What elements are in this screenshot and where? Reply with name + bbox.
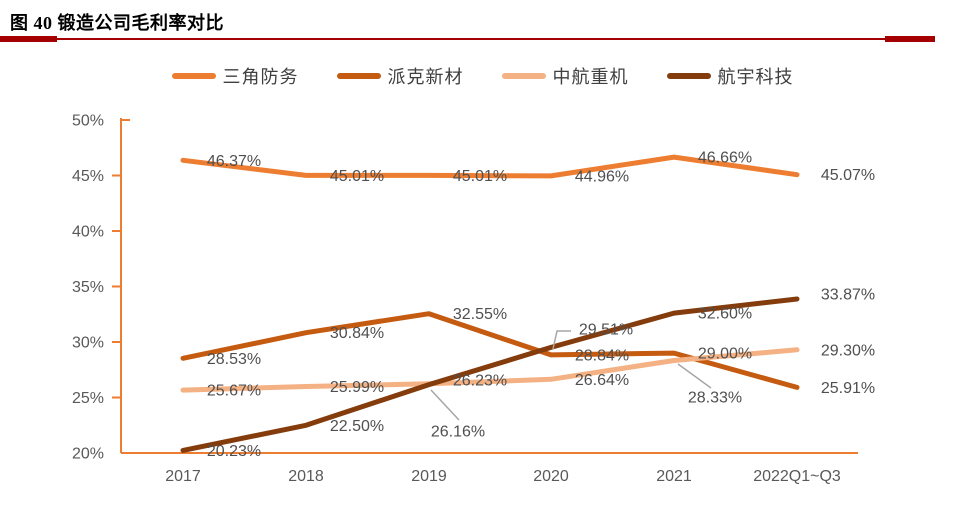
x-axis-tick-label: 2022Q1~Q3 bbox=[753, 468, 841, 485]
chart-legend: 三角防务 派克新材 中航重机 航宇科技 bbox=[0, 61, 965, 91]
data-label-0-4: 46.66% bbox=[698, 150, 752, 167]
data-label-3-4: 32.60% bbox=[698, 306, 752, 323]
legend-item-sanjiaofangwu: 三角防务 bbox=[171, 63, 299, 89]
y-axis-tick-label: 20% bbox=[72, 446, 104, 463]
legend-swatch-paikexincai-icon bbox=[336, 73, 381, 79]
data-label-3-1: 22.50% bbox=[330, 418, 384, 435]
data-label-1-2: 32.55% bbox=[453, 306, 507, 323]
title-rule bbox=[0, 36, 935, 42]
label-leader-line bbox=[552, 330, 571, 350]
legend-label: 派克新材 bbox=[387, 67, 464, 87]
legend-swatch-sanjiaofangwu-icon bbox=[171, 73, 216, 79]
data-label-1-1: 30.84% bbox=[330, 325, 384, 342]
data-label-0-3: 44.96% bbox=[575, 168, 629, 185]
y-axis-tick-label: 40% bbox=[72, 224, 104, 241]
x-axis-tick-label: 2021 bbox=[656, 468, 692, 485]
data-label-3-2: 26.16% bbox=[431, 424, 485, 441]
legend-swatch-zhonghangzhongji-icon bbox=[501, 73, 546, 79]
data-label-3-3: 29.51% bbox=[579, 322, 633, 339]
data-label-0-5: 45.07% bbox=[821, 167, 875, 184]
legend-item-zhonghangzhongji: 中航重机 bbox=[501, 63, 629, 89]
data-label-2-2: 26.23% bbox=[453, 372, 507, 389]
data-label-2-3: 26.64% bbox=[575, 372, 629, 389]
x-axis-tick-label: 2019 bbox=[411, 468, 447, 485]
title-rule-thick-right-segment bbox=[885, 36, 935, 42]
data-label-0-2: 45.01% bbox=[453, 168, 507, 185]
data-label-0-1: 45.01% bbox=[330, 168, 384, 185]
x-axis-tick-label: 2020 bbox=[533, 468, 569, 485]
data-label-3-0: 20.23% bbox=[207, 443, 261, 460]
figure-title: 图 40 锻造公司毛利率对比 bbox=[10, 13, 224, 33]
legend-label: 三角防务 bbox=[222, 67, 299, 87]
data-label-0-0: 46.37% bbox=[207, 153, 261, 170]
y-axis-tick-label: 25% bbox=[72, 390, 104, 407]
legend-item-paikexincai: 派克新材 bbox=[336, 63, 464, 89]
y-axis-tick-label: 30% bbox=[72, 335, 104, 352]
series-line-3 bbox=[180, 296, 800, 453]
y-axis-tick-label: 35% bbox=[72, 279, 104, 296]
data-label-2-1: 25.99% bbox=[330, 379, 384, 396]
label-leader-line bbox=[430, 389, 460, 421]
legend-label: 航宇科技 bbox=[717, 67, 794, 87]
data-label-1-3: 28.84% bbox=[575, 347, 629, 364]
legend-swatch-hangyukeji-icon bbox=[666, 73, 711, 79]
y-axis-tick-label: 50% bbox=[72, 113, 104, 130]
legend-label: 中航重机 bbox=[552, 67, 629, 87]
data-label-1-4: 29.00% bbox=[698, 346, 752, 363]
x-axis-tick-label: 2018 bbox=[288, 468, 324, 485]
series-line-0 bbox=[180, 154, 800, 179]
data-label-1-5: 25.91% bbox=[821, 380, 875, 397]
label-leader-line bbox=[677, 363, 712, 389]
title-rule-thick-left-segment bbox=[0, 36, 57, 42]
x-axis-tick-label: 2017 bbox=[165, 468, 201, 485]
y-axis-tick-label: 45% bbox=[72, 168, 104, 185]
series-line-2 bbox=[180, 347, 800, 393]
data-label-1-0: 28.53% bbox=[207, 351, 261, 368]
data-label-2-4: 28.33% bbox=[688, 390, 742, 407]
legend-item-hangyukeji: 航宇科技 bbox=[666, 63, 794, 89]
data-label-2-5: 29.30% bbox=[821, 342, 875, 359]
data-label-3-5: 33.87% bbox=[821, 287, 875, 304]
data-label-2-0: 25.67% bbox=[207, 383, 261, 400]
title-rule-thin-segment bbox=[0, 38, 935, 40]
